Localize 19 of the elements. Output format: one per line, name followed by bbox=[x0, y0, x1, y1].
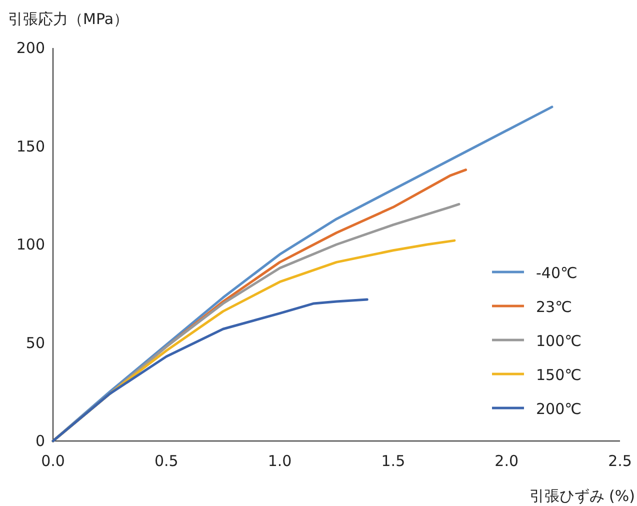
x-tick-label: 0.5 bbox=[154, 452, 178, 470]
legend-label: 150℃ bbox=[536, 366, 582, 384]
y-tick-label: 100 bbox=[16, 236, 45, 254]
x-tick-label: 2.0 bbox=[494, 452, 519, 470]
y-tick-label: 0 bbox=[35, 432, 45, 450]
legend-label: 23℃ bbox=[536, 298, 572, 316]
legend-label: -40℃ bbox=[536, 264, 578, 282]
y-axis-title: 引張応力（MPa） bbox=[8, 10, 129, 28]
y-tick-label: 150 bbox=[16, 137, 45, 156]
x-tick-label: 2.5 bbox=[608, 452, 632, 470]
x-tick-label: 1.0 bbox=[268, 452, 292, 470]
legend-label: 200℃ bbox=[536, 400, 582, 418]
x-tick-label: 0.0 bbox=[41, 452, 65, 470]
x-tick-label: 1.5 bbox=[381, 452, 406, 470]
legend-label: 100℃ bbox=[536, 332, 582, 350]
x-axis-title: 引張ひずみ (%) bbox=[529, 487, 635, 505]
y-tick-label: 50 bbox=[26, 334, 45, 352]
y-tick-label: 200 bbox=[16, 39, 45, 57]
line-series bbox=[52, 298, 368, 442]
